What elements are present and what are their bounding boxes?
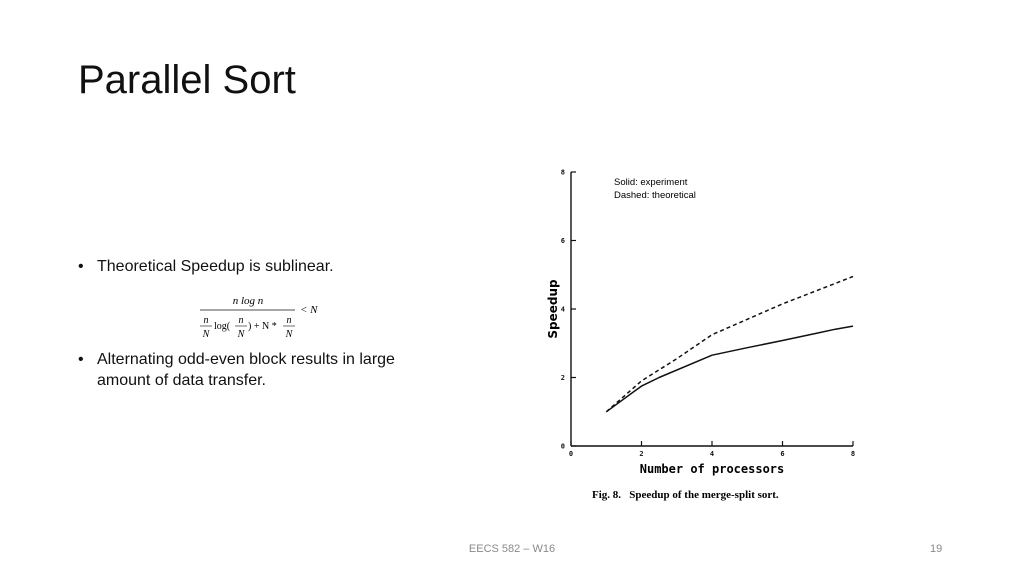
y-tick-label: 8: [561, 169, 565, 177]
bullet-item-data-transfer: • Alternating odd-even block results in …: [78, 349, 438, 391]
formula-term1-num: n: [204, 315, 209, 326]
x-tick-label: 0: [569, 450, 573, 458]
legend-note-theoretical: Dashed: theoretical: [614, 190, 696, 201]
y-axis-label: Speedup: [546, 279, 560, 339]
formula-term3-den: N: [285, 329, 294, 340]
x-tick-label: 8: [851, 450, 855, 458]
x-tick-label: 2: [639, 450, 643, 458]
formula-term2-den: N: [237, 329, 246, 340]
bullet-text: Theoretical Speedup is sublinear.: [97, 258, 334, 275]
bullet-text: Alternating odd-even block results in la…: [97, 351, 395, 389]
bullet-list: • Theoretical Speedup is sublinear. • Al…: [78, 256, 438, 391]
page-number: 19: [930, 543, 943, 555]
speedup-formula: n log n < N n N log( n N ) + N * n N: [200, 295, 318, 340]
y-tick-label: 4: [561, 306, 565, 314]
slide-title: Parallel Sort: [78, 58, 296, 102]
formula-term3-num: n: [287, 315, 292, 326]
formula-numerator: n log n: [233, 295, 264, 307]
bullet-marker: •: [78, 351, 84, 368]
footer-course: EECS 582 – W16: [468, 543, 556, 555]
x-tick-label: 6: [780, 450, 784, 458]
bullet-item-speedup: • Theoretical Speedup is sublinear.: [78, 256, 438, 277]
formula-rhs: < N: [300, 304, 318, 316]
chart-caption: Fig. 8. Speedup of the merge-split sort.: [592, 489, 779, 501]
legend-note-experiment: Solid: experiment: [614, 177, 688, 188]
formula-term2-num: n: [239, 315, 244, 326]
y-tick-label: 6: [561, 237, 565, 245]
formula-plus: ) + N *: [248, 321, 277, 332]
y-axis-label-group: Speedup: [546, 279, 560, 339]
bullet-marker: •: [78, 258, 84, 275]
formula-log: log(: [214, 321, 231, 332]
series-line-experiment: [605, 325, 854, 413]
x-axis-label: Number of processors: [640, 462, 785, 476]
y-tick-label: 2: [561, 374, 565, 382]
series-line-theoretical: [605, 275, 854, 413]
formula-term1-den: N: [202, 329, 211, 340]
speedup-chart: Speedup Number of processors Fig. 8. Spe…: [546, 169, 855, 502]
y-tick-label: 0: [561, 443, 565, 451]
x-tick-label: 4: [710, 450, 714, 458]
